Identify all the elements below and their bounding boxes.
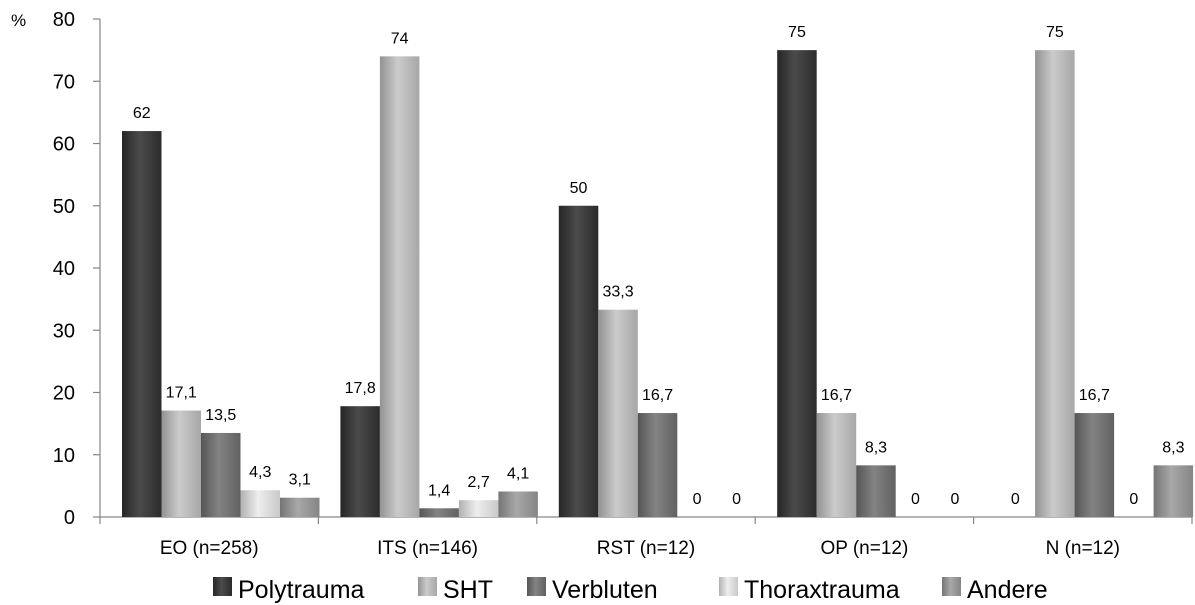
legend-item: Andere (942, 576, 1048, 604)
data-label: 16,7 (821, 387, 852, 404)
y-tick-label: 40 (53, 258, 75, 280)
legend-item: Polytrauma (213, 576, 365, 604)
legend-swatch (719, 577, 738, 596)
x-category-label: EO (n=258) (160, 538, 259, 559)
legend: Polytrauma SHT Verbluten Thoraxtrauma Andere (213, 576, 1048, 604)
x-category-label: ITS (n=146) (377, 538, 478, 559)
y-tick-label: 0 (64, 507, 75, 529)
data-labels: 62 17,1 13,5 4,3 3,1 17,8 74 1,4 2,7 4,1 50 33,3 16,… (133, 24, 1185, 508)
data-label: 17,8 (345, 380, 376, 397)
data-label: 0 (950, 491, 959, 508)
data-label: 0 (1011, 491, 1020, 508)
data-label: 50 (570, 180, 588, 197)
data-label: 13,5 (205, 407, 236, 424)
legend-swatch (213, 577, 232, 596)
data-label: 74 (391, 30, 409, 47)
bar (419, 508, 459, 517)
data-label: 0 (693, 491, 702, 508)
y-tick-label: 10 (53, 445, 75, 467)
y-tick-label: 30 (53, 320, 75, 342)
bar (379, 56, 420, 517)
y-tick-label: 20 (53, 383, 75, 405)
legend-label: SHT (443, 576, 493, 604)
bars (122, 50, 1194, 518)
legend-item: Thoraxtrauma (719, 576, 900, 604)
bar (458, 500, 499, 517)
data-label: 75 (788, 24, 806, 41)
data-label: 1,4 (428, 482, 450, 499)
data-label: 33,3 (602, 284, 633, 301)
data-label: 0 (911, 491, 920, 508)
bar (1153, 465, 1194, 517)
bar (498, 491, 538, 517)
data-label: 4,1 (507, 465, 529, 482)
data-label: 3,1 (289, 472, 311, 489)
x-category-label: OP (n=12) (820, 538, 908, 559)
legend-swatch (527, 577, 546, 596)
bar (1035, 50, 1075, 517)
y-tick-label: 50 (53, 196, 75, 218)
data-label: 75 (1046, 24, 1064, 41)
data-label: 2,7 (468, 474, 490, 491)
bar (856, 465, 896, 517)
legend-item: Verbluten (527, 576, 658, 604)
bar (1074, 413, 1115, 517)
data-label: 4,3 (249, 464, 271, 481)
y-axis-unit-label: % (11, 11, 26, 30)
legend-swatch (418, 577, 437, 596)
bar (340, 406, 380, 517)
data-label: 8,3 (1162, 439, 1184, 456)
data-label: 16,7 (1079, 387, 1110, 404)
bar (598, 309, 638, 517)
legend-label: Polytrauma (238, 576, 365, 604)
bar (816, 413, 857, 517)
bar (777, 50, 817, 517)
y-tick-label: 80 (53, 9, 75, 31)
legend-label: Verbluten (552, 576, 658, 604)
bar (280, 497, 320, 517)
legend-item: SHT (418, 576, 493, 604)
x-category-label: RST (n=12) (597, 538, 695, 559)
y-tick-label: 70 (53, 71, 75, 93)
axes: 0 10 20 30 40 50 60 70 80 EO (n=258) ITS (n=146) RS… (53, 9, 1193, 559)
x-category-label: N (n=12) (1046, 538, 1120, 559)
bar (637, 413, 678, 517)
data-label: 8,3 (865, 439, 887, 456)
legend-label: Thoraxtrauma (744, 576, 900, 604)
data-label: 16,7 (642, 387, 673, 404)
bar (240, 490, 280, 517)
data-label: 0 (1129, 491, 1138, 508)
bar (161, 410, 201, 517)
bar (122, 131, 162, 518)
y-tick-label: 60 (53, 134, 75, 156)
data-label: 17,1 (166, 385, 197, 402)
bar (558, 205, 599, 517)
legend-label: Andere (967, 576, 1048, 604)
data-label: 62 (133, 105, 151, 122)
bar (201, 432, 241, 517)
data-label: 0 (732, 491, 741, 508)
legend-swatch (942, 577, 961, 596)
